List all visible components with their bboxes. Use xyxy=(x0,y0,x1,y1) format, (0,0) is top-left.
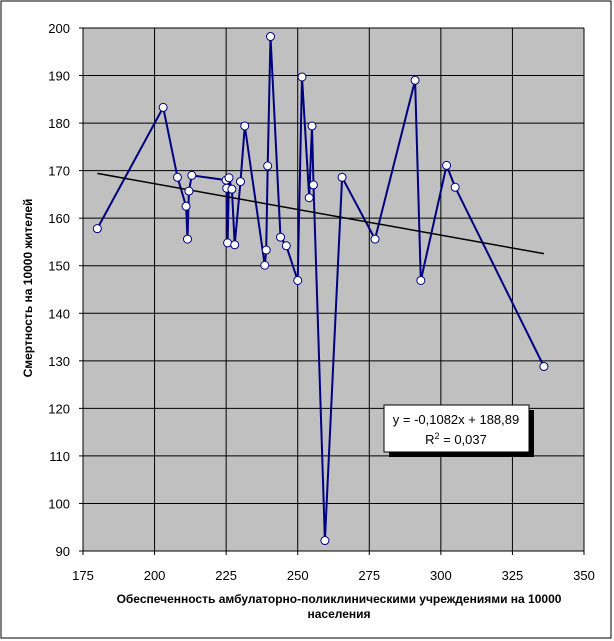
trendline xyxy=(97,172,545,255)
x-tick-label: 200 xyxy=(144,568,166,583)
data-point xyxy=(172,172,182,182)
points-group xyxy=(92,32,549,546)
data-point xyxy=(416,275,426,285)
x-tick-label: 225 xyxy=(215,568,237,583)
data-point xyxy=(539,362,549,372)
data-point xyxy=(230,240,240,250)
data-point xyxy=(187,170,197,180)
x-tick-label: 250 xyxy=(287,568,309,583)
data-point xyxy=(450,182,460,192)
data-point xyxy=(297,72,307,82)
data-point xyxy=(224,173,234,183)
y-tick-label: 170 xyxy=(48,164,70,179)
x-tick-label: 350 xyxy=(573,568,595,583)
x-tick-labels: 175 200 225 250 275 300 325 350 xyxy=(72,568,595,583)
y-tick-label: 160 xyxy=(48,211,70,226)
trendline-equation-box: y = -0,1082x + 188,89 R2 = 0,037 xyxy=(383,404,534,457)
data-point xyxy=(260,260,270,270)
data-point xyxy=(263,161,273,171)
x-tick-label: 300 xyxy=(430,568,452,583)
data-point xyxy=(276,232,286,242)
y-tick-label: 190 xyxy=(48,69,70,84)
y-tick-label: 130 xyxy=(48,354,70,369)
data-point xyxy=(370,234,380,244)
trendline-equation: y = -0,1082x + 188,89 xyxy=(393,412,519,427)
y-tick-label: 140 xyxy=(48,306,70,321)
data-point xyxy=(304,193,314,203)
x-tick-label: 175 xyxy=(72,568,94,583)
x-tick-label: 325 xyxy=(502,568,524,583)
y-tick-label: 110 xyxy=(49,449,70,464)
data-point xyxy=(337,172,347,182)
data-point xyxy=(281,241,291,251)
y-axis-title: Смертность на 10000 жителей xyxy=(21,199,35,378)
data-point xyxy=(181,201,191,211)
data-point xyxy=(308,180,318,190)
series-line xyxy=(96,35,545,542)
x-axis-title-line1: Обеспеченность амбулаторно-поликлиническ… xyxy=(117,592,562,606)
y-tick-label: 100 xyxy=(48,496,70,511)
trendline-group xyxy=(97,172,545,255)
y-tick-label: 90 xyxy=(56,544,70,559)
series-group xyxy=(96,35,545,542)
plot-area xyxy=(82,27,585,552)
y-tick-label: 120 xyxy=(48,401,70,416)
data-point xyxy=(182,234,192,244)
data-point xyxy=(320,536,330,546)
data-point xyxy=(92,224,102,234)
data-point xyxy=(307,121,317,131)
data-point xyxy=(410,75,420,85)
y-tick-labels: 90 100 110 120 130 140 150 160 170 180 190 200 xyxy=(48,21,70,559)
y-tick-label: 200 xyxy=(48,21,70,36)
x-axis-title-line2: населения xyxy=(307,607,370,621)
data-point xyxy=(266,32,276,42)
x-tick-label: 275 xyxy=(358,568,380,583)
data-point xyxy=(184,186,194,196)
y-tick-label: 150 xyxy=(48,259,70,274)
data-point xyxy=(227,184,237,194)
data-point xyxy=(240,121,250,131)
data-point xyxy=(293,275,303,285)
data-point xyxy=(261,245,271,255)
data-point xyxy=(158,102,168,112)
data-point xyxy=(442,160,452,170)
y-tick-label: 180 xyxy=(48,116,70,131)
data-point xyxy=(235,177,245,187)
r-squared-label: R2 = 0,037 xyxy=(425,431,487,447)
